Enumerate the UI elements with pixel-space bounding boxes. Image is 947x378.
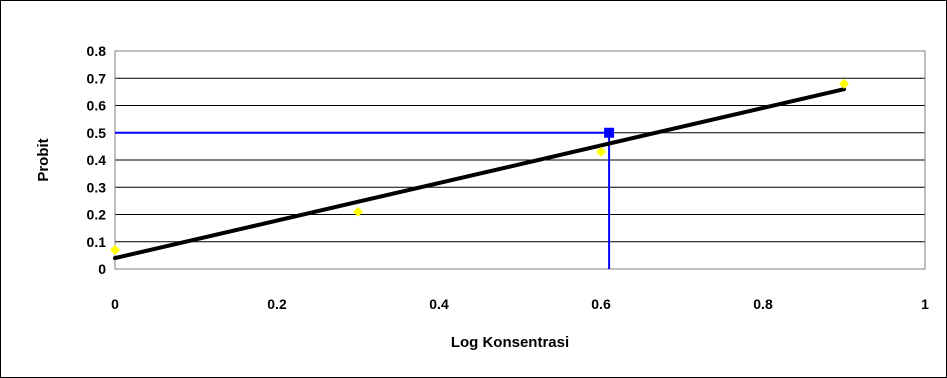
y-tick-label: 0.2 bbox=[87, 207, 107, 223]
data-point bbox=[110, 244, 120, 255]
y-axis-title: Probit bbox=[35, 138, 52, 181]
x-tick-label: 1 bbox=[921, 296, 929, 312]
y-tick-label: 0 bbox=[98, 261, 106, 277]
plot-area bbox=[114, 50, 926, 270]
series-layer bbox=[110, 78, 849, 261]
data-point bbox=[353, 206, 363, 217]
x-tick-label: 0.8 bbox=[753, 296, 773, 312]
data-point bbox=[839, 78, 849, 89]
y-tick-label: 0.6 bbox=[87, 98, 107, 114]
y-tick-label: 0.1 bbox=[87, 234, 107, 250]
x-tick-labels: 0 0.2 0.4 0.6 0.8 1 bbox=[111, 296, 929, 312]
y-tick-label: 0.4 bbox=[87, 152, 107, 168]
x-tick-label: 0.6 bbox=[591, 296, 611, 312]
y-tick-labels: 0 0.1 0.2 0.3 0.4 0.5 0.6 0.7 0.8 bbox=[87, 43, 107, 277]
x-tick-label: 0 bbox=[111, 296, 119, 312]
guide-lines bbox=[115, 131, 611, 269]
gridlines bbox=[115, 50, 925, 270]
y-tick-label: 0.8 bbox=[87, 43, 107, 59]
y-tick-label: 0.3 bbox=[87, 179, 107, 195]
x-axis-title: Log Konsentrasi bbox=[451, 334, 569, 351]
y-tick-label: 0.5 bbox=[87, 125, 107, 141]
intersection-marker bbox=[604, 127, 615, 138]
data-point bbox=[596, 146, 606, 157]
y-tick-label: 0.7 bbox=[87, 70, 107, 86]
trend-line bbox=[113, 87, 846, 261]
x-tick-label: 0.2 bbox=[267, 296, 287, 312]
x-tick-label: 0.4 bbox=[429, 296, 449, 312]
